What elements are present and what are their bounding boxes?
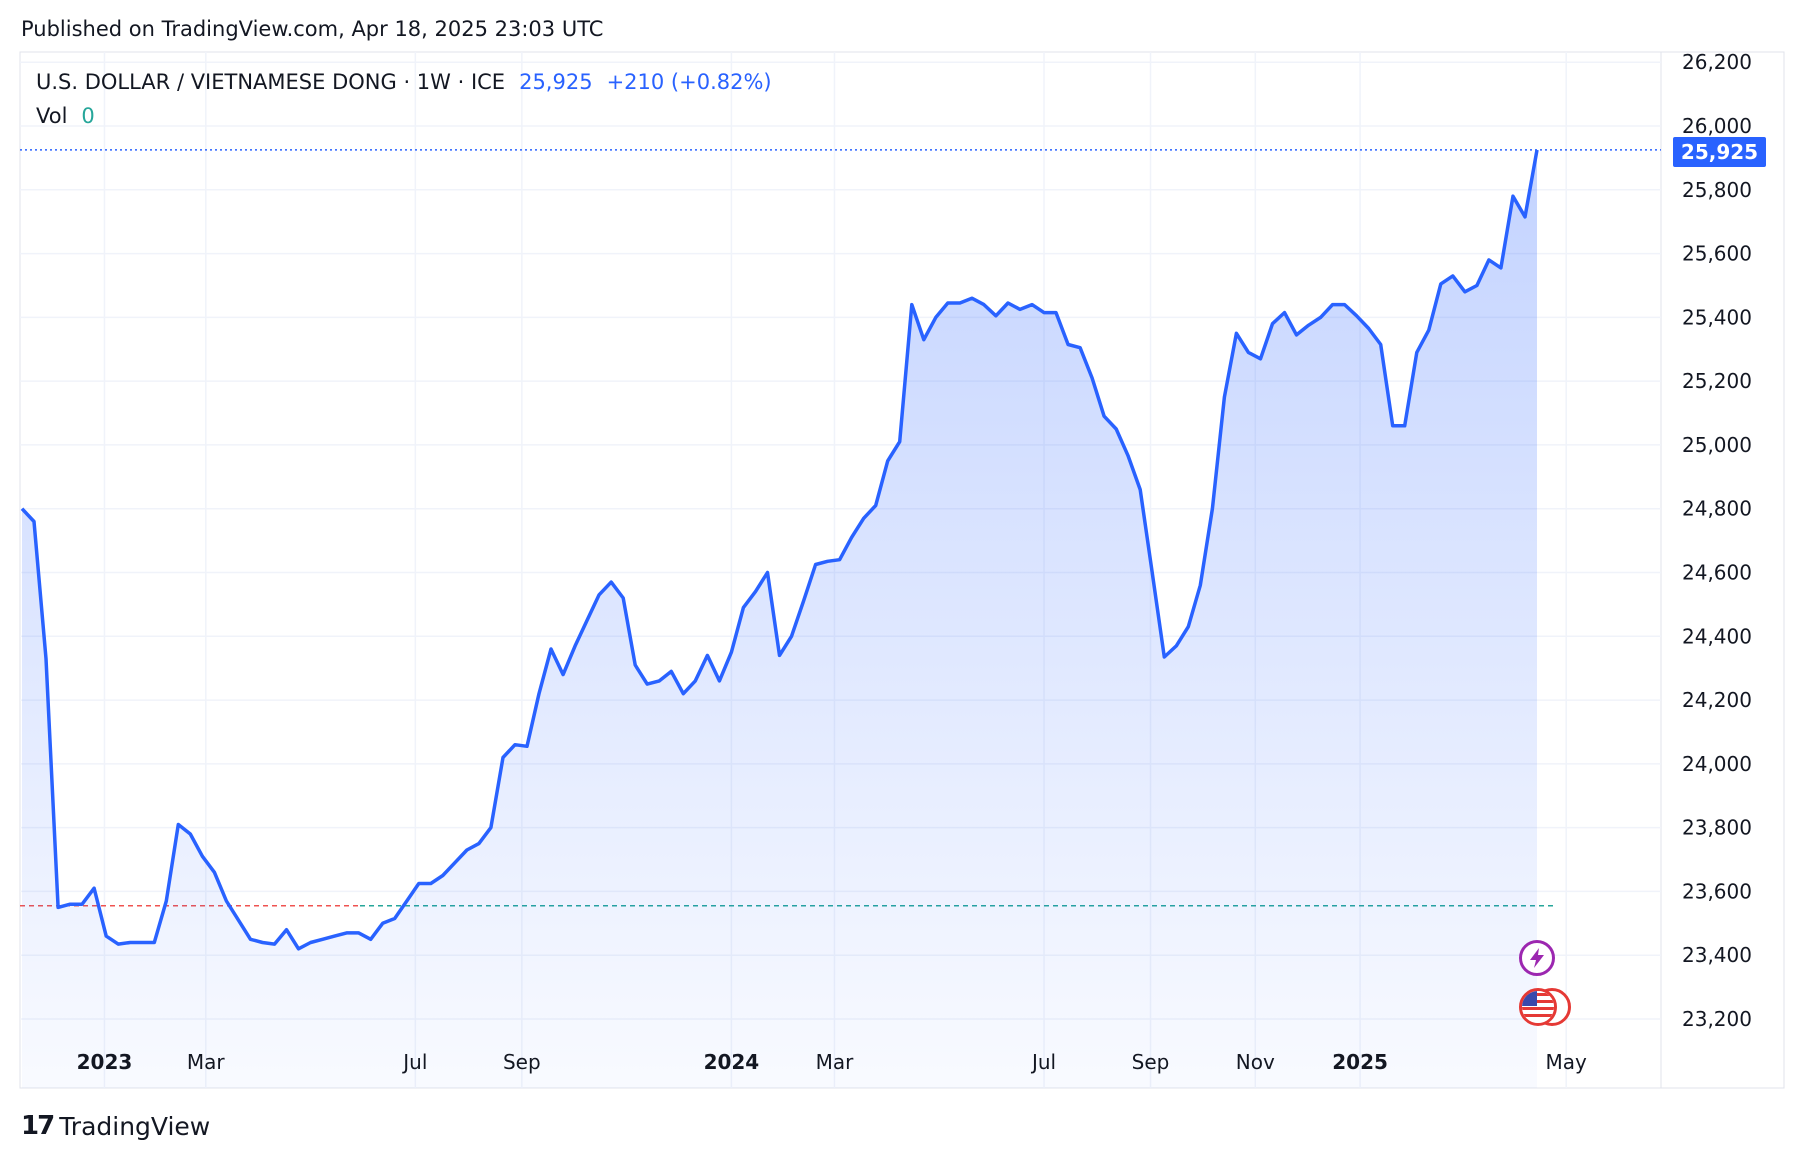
- y-tick-label: 26,000: [1682, 114, 1752, 138]
- brand-name: TradingView: [59, 1111, 211, 1141]
- x-tick-label: Jul: [1030, 1050, 1056, 1074]
- y-tick-label: 23,400: [1682, 943, 1752, 967]
- y-tick-label: 23,600: [1682, 879, 1752, 903]
- last-price-tag: 25,925: [1673, 137, 1766, 167]
- legend: U.S. DOLLAR / VIETNAMESE DONG · 1W · ICE…: [36, 70, 772, 138]
- x-tick-label: Sep: [503, 1050, 541, 1074]
- y-tick-label: 24,600: [1682, 561, 1752, 585]
- x-tick-label: 2023: [77, 1050, 133, 1074]
- y-tick-label: 25,000: [1682, 433, 1752, 457]
- price-axis: 26,200 26,000 25,800 25,600 25,400 25,200 25,0…: [1682, 50, 1752, 1031]
- x-tick-label: Mar: [816, 1050, 855, 1074]
- y-tick-label: 25,800: [1682, 178, 1752, 202]
- x-tick-label: 2024: [704, 1050, 760, 1074]
- tradingview-logo[interactable]: 17 TradingView: [21, 1111, 210, 1141]
- time-axis: 2023 Mar Jul Sep 2024 Mar Jul Sep Nov 2025 May: [77, 1050, 1587, 1074]
- us-flag-icon[interactable]: [1519, 988, 1557, 1026]
- y-tick-label: 24,400: [1682, 624, 1752, 648]
- lightning-icon[interactable]: [1519, 940, 1555, 976]
- price-change: +210 (+0.82%): [606, 70, 772, 94]
- x-tick-label: Mar: [187, 1050, 226, 1074]
- y-tick-label: 23,200: [1682, 1007, 1752, 1031]
- y-tick-label: 24,800: [1682, 497, 1752, 521]
- x-tick-label: Nov: [1236, 1050, 1275, 1074]
- y-tick-label: 24,200: [1682, 688, 1752, 712]
- y-tick-label: 25,400: [1682, 305, 1752, 329]
- x-tick-label: Jul: [401, 1050, 427, 1074]
- y-tick-label: 26,200: [1682, 50, 1752, 74]
- x-tick-label: Sep: [1132, 1050, 1170, 1074]
- y-tick-label: 23,800: [1682, 816, 1752, 840]
- x-tick-label: 2025: [1332, 1050, 1388, 1074]
- last-price: 25,925: [519, 70, 593, 94]
- y-tick-label: 24,000: [1682, 752, 1752, 776]
- symbol-title[interactable]: U.S. DOLLAR / VIETNAMESE DONG · 1W · ICE: [36, 70, 506, 94]
- volume-value: 0: [81, 104, 95, 128]
- x-tick-label: May: [1546, 1050, 1588, 1074]
- published-text: Published on TradingView.com, Apr 18, 20…: [21, 17, 604, 41]
- tv-logo-icon: 17: [21, 1111, 55, 1141]
- price-line: [20, 149, 1539, 951]
- price-area: [22, 149, 1537, 1088]
- y-tick-label: 25,600: [1682, 242, 1752, 266]
- volume-label: Vol: [36, 104, 68, 128]
- y-tick-label: 25,200: [1682, 369, 1752, 393]
